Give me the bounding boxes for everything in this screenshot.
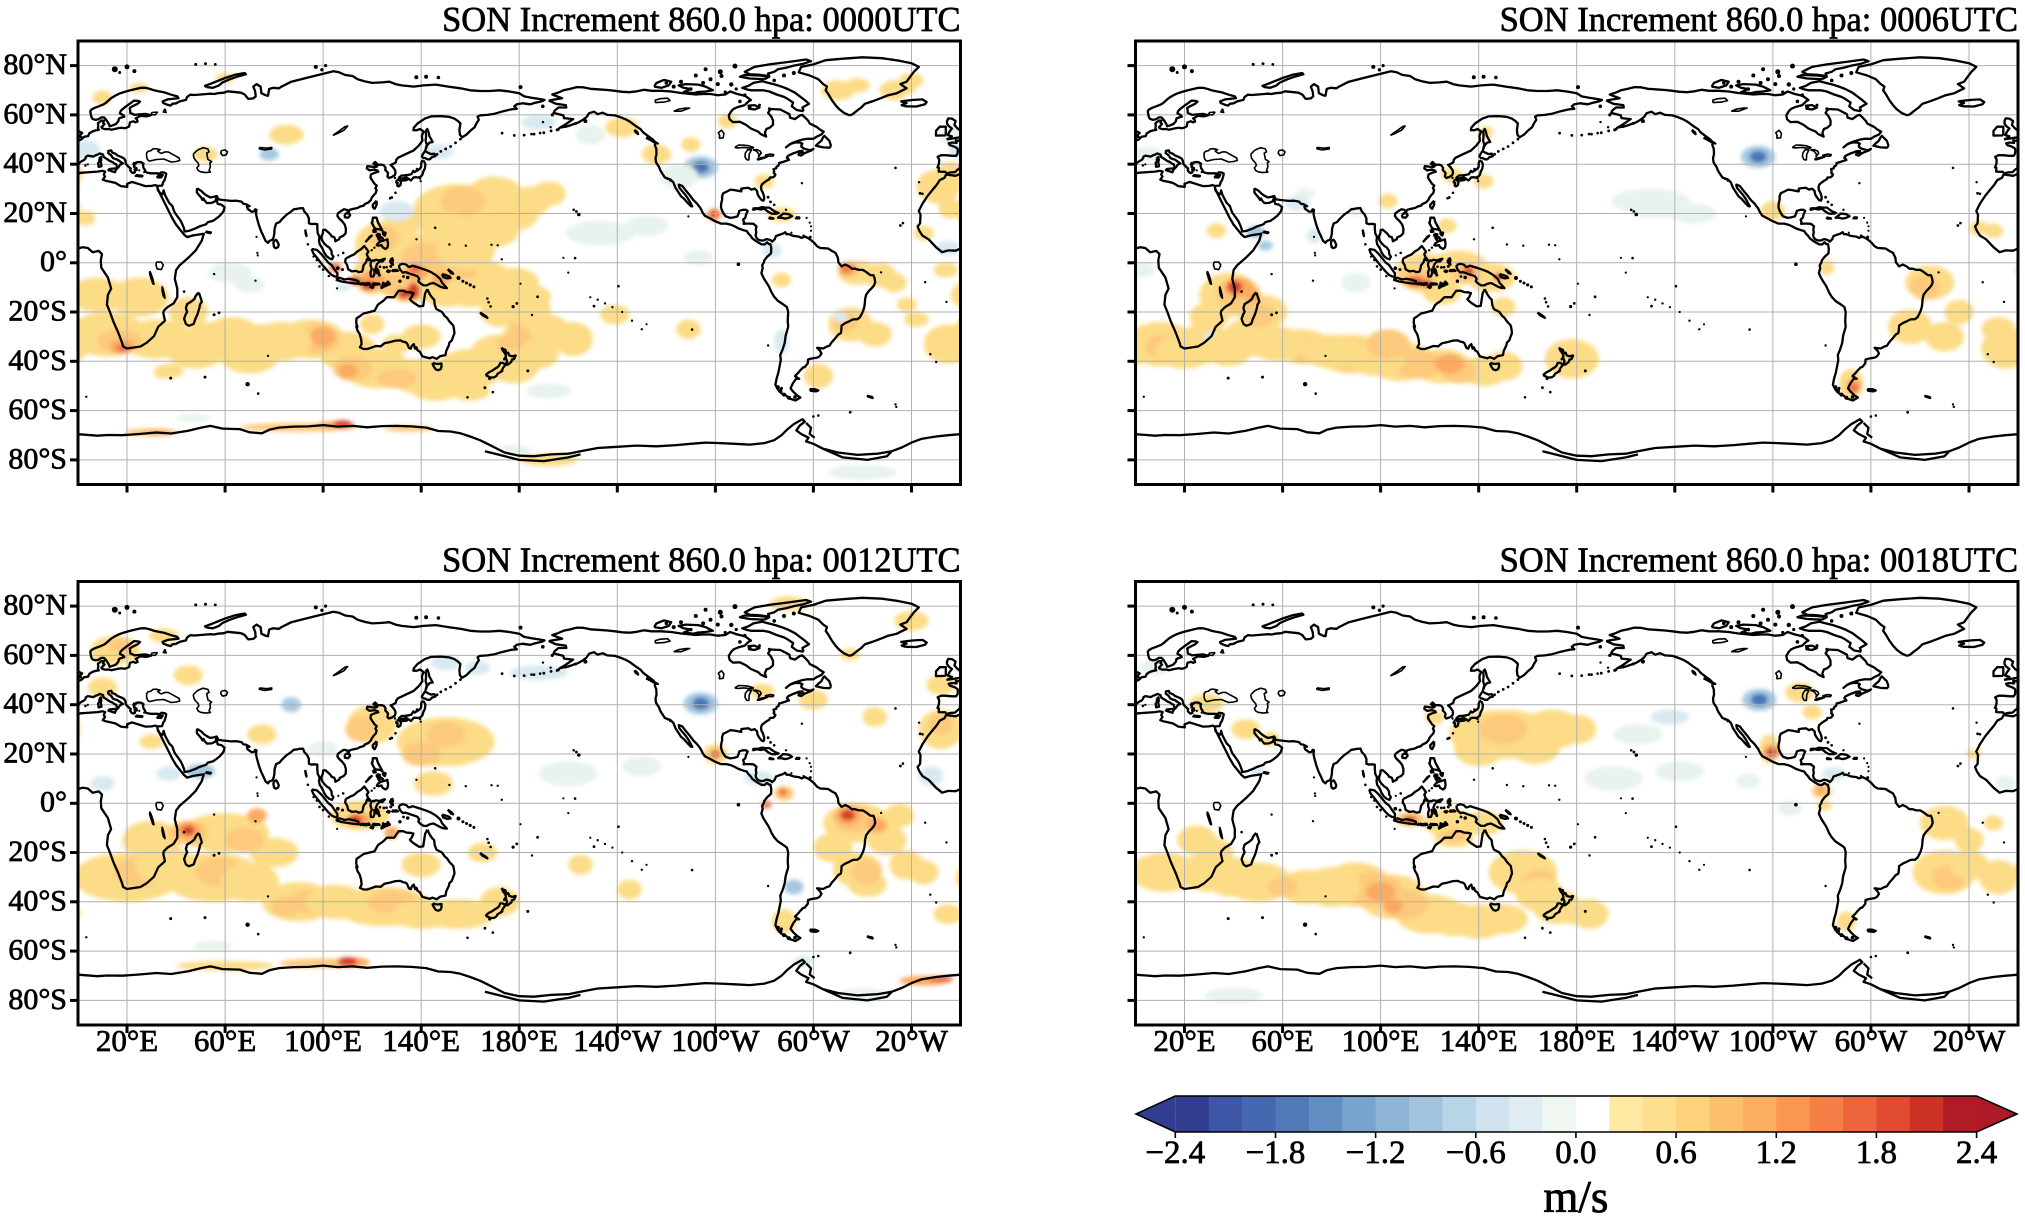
svg-text:2.4: 2.4 bbox=[1956, 1135, 1997, 1171]
svg-text:140°W: 140°W bbox=[1631, 1023, 1720, 1058]
svg-text:140°W: 140°W bbox=[573, 1023, 662, 1058]
svg-text:60°W: 60°W bbox=[1835, 1023, 1908, 1058]
svg-text:60°N: 60°N bbox=[3, 638, 67, 671]
svg-text:20°S: 20°S bbox=[8, 835, 67, 868]
svg-text:60°E: 60°E bbox=[194, 1023, 256, 1058]
svg-text:0.6: 0.6 bbox=[1655, 1135, 1696, 1171]
svg-text:SON Increment 860.0 hpa: 0006U: SON Increment 860.0 hpa: 0006UTC bbox=[1500, 1, 2018, 39]
svg-text:SON Increment 860.0 hpa: 0000U: SON Increment 860.0 hpa: 0000UTC bbox=[442, 1, 960, 39]
svg-text:60°S: 60°S bbox=[8, 393, 67, 426]
svg-text:−1.2: −1.2 bbox=[1346, 1135, 1406, 1171]
svg-text:m/s: m/s bbox=[1543, 1172, 1608, 1222]
svg-text:80°S: 80°S bbox=[8, 442, 67, 475]
svg-text:100°W: 100°W bbox=[671, 1023, 760, 1058]
svg-text:−1.8: −1.8 bbox=[1246, 1135, 1306, 1171]
svg-text:40°N: 40°N bbox=[3, 687, 67, 720]
svg-text:20°E: 20°E bbox=[96, 1023, 158, 1058]
svg-text:60°W: 60°W bbox=[777, 1023, 850, 1058]
svg-text:20°S: 20°S bbox=[8, 295, 67, 328]
svg-text:0°: 0° bbox=[40, 245, 67, 278]
svg-text:40°S: 40°S bbox=[8, 884, 67, 917]
svg-text:SON Increment 860.0 hpa: 0018U: SON Increment 860.0 hpa: 0018UTC bbox=[1500, 542, 2018, 580]
svg-text:0.0: 0.0 bbox=[1555, 1135, 1596, 1171]
svg-text:60°N: 60°N bbox=[3, 97, 67, 130]
svg-text:20°E: 20°E bbox=[1153, 1023, 1215, 1058]
svg-text:140°E: 140°E bbox=[1440, 1023, 1518, 1058]
svg-text:1.8: 1.8 bbox=[1856, 1135, 1897, 1171]
svg-text:40°S: 40°S bbox=[8, 344, 67, 377]
svg-text:20°W: 20°W bbox=[1933, 1023, 2006, 1058]
svg-text:20°W: 20°W bbox=[875, 1023, 948, 1058]
svg-text:40°N: 40°N bbox=[3, 147, 67, 180]
svg-text:80°N: 80°N bbox=[3, 48, 67, 81]
svg-text:SON Increment 860.0 hpa: 0012U: SON Increment 860.0 hpa: 0012UTC bbox=[442, 542, 960, 580]
svg-text:180°E: 180°E bbox=[1538, 1023, 1616, 1058]
svg-text:100°W: 100°W bbox=[1729, 1023, 1818, 1058]
svg-text:60°E: 60°E bbox=[1251, 1023, 1313, 1058]
svg-text:80°S: 80°S bbox=[8, 983, 67, 1016]
svg-text:1.2: 1.2 bbox=[1756, 1135, 1797, 1171]
svg-text:0°: 0° bbox=[40, 786, 67, 819]
svg-text:100°E: 100°E bbox=[284, 1023, 362, 1058]
svg-text:100°E: 100°E bbox=[1342, 1023, 1420, 1058]
svg-text:20°N: 20°N bbox=[3, 196, 67, 229]
svg-text:180°E: 180°E bbox=[480, 1023, 558, 1058]
svg-text:140°E: 140°E bbox=[382, 1023, 460, 1058]
svg-text:60°S: 60°S bbox=[8, 934, 67, 967]
svg-text:80°N: 80°N bbox=[3, 589, 67, 622]
svg-text:−2.4: −2.4 bbox=[1145, 1135, 1205, 1171]
svg-text:20°N: 20°N bbox=[3, 737, 67, 770]
svg-text:−0.6: −0.6 bbox=[1446, 1135, 1506, 1171]
